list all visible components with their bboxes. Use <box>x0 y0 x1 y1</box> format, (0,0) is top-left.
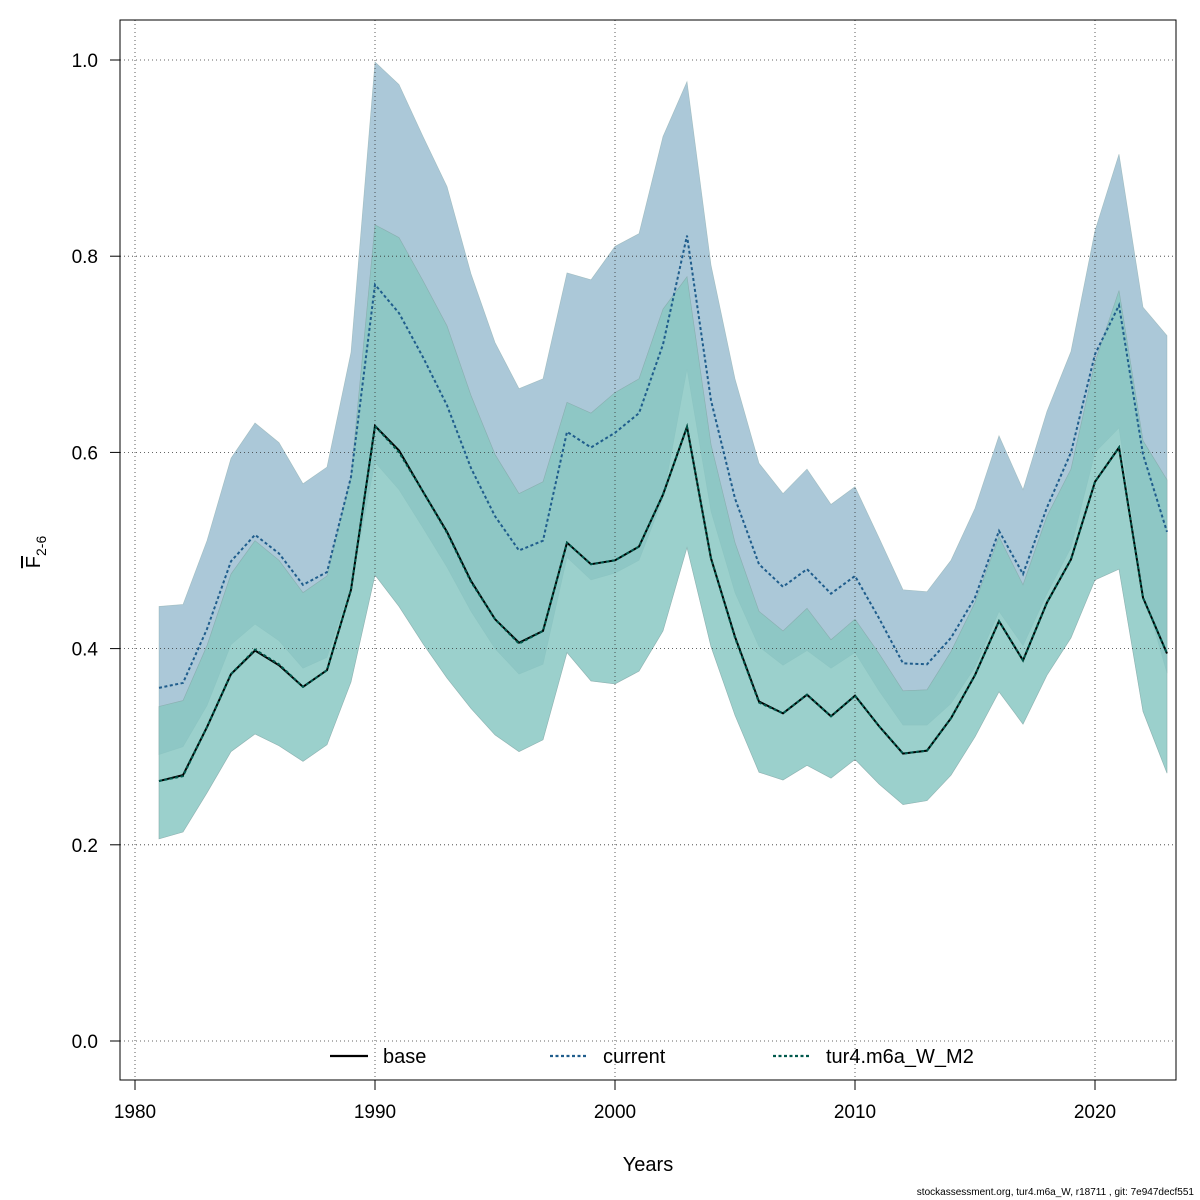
x-axis-title: Years <box>623 1154 673 1176</box>
band-tur4-m6a-w-m2 <box>158 224 1168 840</box>
x-tick-label: 1990 <box>354 1102 396 1123</box>
confidence-bands <box>158 61 1168 840</box>
series-line-tur4-m6a-w-m2 <box>158 423 1168 783</box>
legend-label: base <box>383 1046 426 1068</box>
series-lines <box>158 235 1168 783</box>
x-axis: 1980 1990 2000 2010 2020 <box>114 1079 1116 1123</box>
footer-text: stockassessment.org, tur4.m6a_W, r18711 … <box>916 1187 1194 1198</box>
series-line-current <box>158 235 1168 689</box>
y-axis-title-subscript: 2-6 <box>33 536 49 556</box>
y-tick-label: 0.4 <box>72 640 99 661</box>
x-tick-label: 1980 <box>114 1102 156 1123</box>
y-tick-label: 0.8 <box>72 247 98 268</box>
x-tick-label: 2010 <box>834 1102 876 1123</box>
legend-label: current <box>603 1046 666 1068</box>
legend: base current tur4.m6a_W_M2 <box>330 1046 974 1068</box>
y-axis-title: F2-6 <box>23 536 49 569</box>
x-tick-label: 2020 <box>1074 1102 1116 1123</box>
grid-lines <box>120 20 1176 1080</box>
legend-label: tur4.m6a_W_M2 <box>826 1046 974 1068</box>
y-axis: 0.0 0.2 0.4 0.6 0.8 1.0 <box>72 51 121 1053</box>
y-axis-title-main: F <box>23 556 45 568</box>
svg-text:F2-6: F2-6 <box>23 536 49 569</box>
y-tick-label: 0.6 <box>72 443 98 464</box>
y-tick-label: 1.0 <box>72 51 98 72</box>
y-tick-label: 0.0 <box>72 1032 98 1053</box>
x-tick-label: 2000 <box>594 1102 636 1123</box>
y-tick-label: 0.2 <box>72 836 98 857</box>
